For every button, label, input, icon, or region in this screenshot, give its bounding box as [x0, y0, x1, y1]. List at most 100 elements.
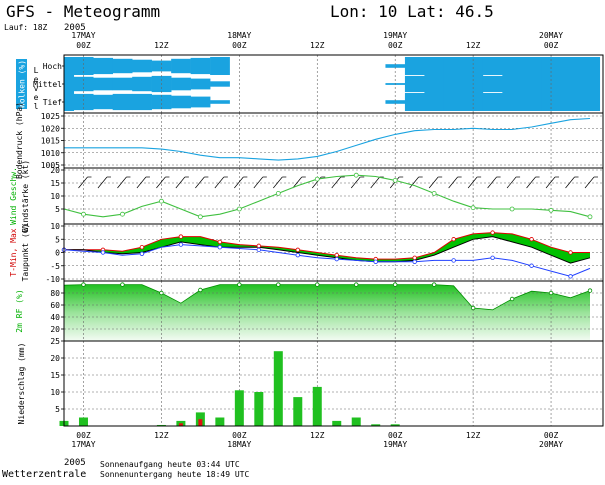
- dew-point: [568, 274, 573, 279]
- wind-barb: [97, 176, 108, 189]
- cloud-cell: [132, 59, 152, 73]
- wind-barb: [234, 176, 244, 189]
- bottom-hour-label: 00Z: [388, 431, 403, 440]
- tmax-point: [451, 237, 456, 242]
- cloud-level-label: Mittel: [33, 80, 62, 89]
- wind-barb: [448, 176, 458, 189]
- wind-barb: [214, 176, 225, 189]
- y-tick-label: 0: [55, 249, 60, 258]
- y-tick-label: 5: [55, 205, 60, 214]
- wind-barb: [506, 176, 517, 189]
- cloud-cell: [404, 93, 425, 111]
- y-tick-label: 5: [55, 235, 60, 244]
- wind-barb: [467, 176, 478, 189]
- cloud-cell: [93, 77, 114, 91]
- rh-point: [276, 282, 281, 287]
- precip-bar: [293, 397, 303, 426]
- y-tick-label: 80: [50, 289, 60, 298]
- panel-2: 5 10 15 20 Windstärke (kt)Wind Geschw.: [9, 160, 604, 232]
- panel-ylabel: Windstärke (kt): [21, 160, 30, 232]
- y-tick-label: -10: [46, 275, 61, 284]
- dew-point: [100, 250, 106, 255]
- precip-bar: [156, 424, 166, 426]
- y-tick-label: -5: [50, 262, 60, 271]
- dew-point: [451, 258, 456, 263]
- cloud-cell: [210, 81, 230, 87]
- wind-barb: [545, 176, 556, 189]
- tmax-point: [490, 230, 495, 235]
- wind-barb: [584, 176, 595, 189]
- y-tick-label: 1020: [41, 124, 60, 133]
- level-letter: e: [34, 75, 39, 84]
- wind-point: [197, 214, 203, 220]
- rh-point: [587, 288, 593, 293]
- dew-point: [139, 251, 145, 257]
- y-tick-label: 60: [50, 301, 60, 310]
- wind-point: [587, 214, 593, 220]
- precip-bar: [332, 420, 342, 426]
- cloud-cell: [112, 58, 133, 74]
- wind-point: [392, 177, 398, 183]
- bottom-date-label: 18MAY: [227, 440, 251, 449]
- cloud-cell: [385, 64, 406, 68]
- panel-5: 5 10 15 20 25 Niederschlag (mm): [17, 337, 604, 427]
- wind-point: [81, 211, 86, 217]
- precip-bar: [254, 392, 264, 426]
- rh-point: [392, 282, 398, 287]
- tmin-line: [64, 236, 591, 264]
- cloud-cell: [190, 57, 211, 75]
- y-tick-label: 20: [50, 166, 60, 175]
- tmax-point: [139, 244, 145, 250]
- bottom-hour-label: 12Z: [466, 431, 481, 440]
- top-date-label: 19MAY: [383, 31, 407, 40]
- level-letter: e: [34, 93, 39, 102]
- cloud-cell: [151, 60, 172, 72]
- top-date-label: 20MAY: [539, 31, 563, 40]
- rh-point: [81, 282, 86, 287]
- dew-line: [63, 244, 591, 277]
- y-tick-label: 20: [50, 354, 60, 363]
- rh-point: [548, 290, 554, 296]
- precip-bar: [312, 386, 322, 426]
- wind-barb: [331, 176, 342, 189]
- y-tick-label: 15: [50, 371, 60, 380]
- wind-point: [159, 198, 164, 204]
- cloud-cell: [190, 96, 211, 108]
- tmax-point: [256, 243, 262, 249]
- precip-bar: [215, 417, 225, 426]
- cloud-cell: [560, 93, 581, 111]
- cloud-cell: [580, 75, 601, 93]
- precip-bar: [371, 424, 381, 426]
- tmax-point: [295, 247, 300, 253]
- dew-point: [490, 255, 495, 260]
- wind-point: [120, 211, 125, 217]
- tmax-point: [217, 239, 223, 245]
- cloud-cell: [404, 57, 425, 75]
- rh-point: [354, 282, 359, 287]
- wind-line: [63, 174, 591, 218]
- tmax-point: [334, 252, 339, 258]
- wind-point: [314, 176, 320, 182]
- cloud-cell: [502, 75, 523, 93]
- cloud-cell: [521, 75, 542, 93]
- y-tick-label: 1010: [41, 149, 60, 158]
- rh-point: [237, 282, 242, 287]
- wind-barb: [273, 176, 283, 189]
- dew-point: [217, 244, 223, 250]
- rh-point: [159, 290, 164, 296]
- cloud-cell: [580, 57, 601, 75]
- cloud-cell: [190, 78, 211, 90]
- dew-point: [256, 247, 262, 253]
- panel-ylabel: Bodendruck (hPa): [15, 102, 24, 179]
- wind-barb: [253, 176, 264, 189]
- cloud-cell: [171, 77, 191, 91]
- dew-point: [373, 259, 378, 264]
- cloud-level-label: Hoch: [43, 62, 62, 71]
- cloud-cell: [171, 58, 191, 74]
- tmax-line: [64, 232, 590, 260]
- bottom-hour-label: 00Z: [544, 431, 559, 440]
- bottom-hour-label: 12Z: [154, 431, 169, 440]
